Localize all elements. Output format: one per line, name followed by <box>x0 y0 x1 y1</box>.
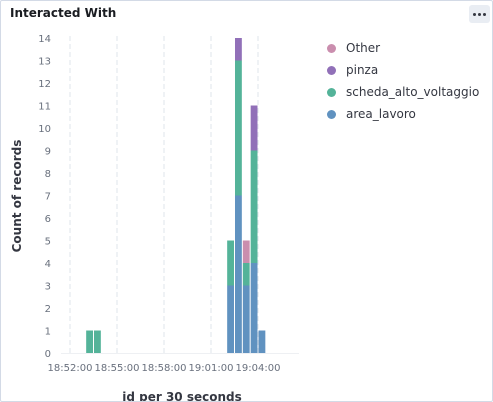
options-dot-icon <box>478 12 481 16</box>
y-tick-label: 8 <box>45 169 51 180</box>
y-tick-label: 12 <box>38 79 51 90</box>
legend-swatch-icon <box>327 109 336 119</box>
y-tick-label: 7 <box>45 192 51 203</box>
x-tick-label: 19:01:00 <box>189 363 234 374</box>
panel-options-button[interactable] <box>469 5 490 23</box>
bar-segment[interactable] <box>94 330 101 354</box>
legend-label: area_lavoro <box>346 107 416 121</box>
x-axis-title: id per 30 seconds <box>122 390 242 402</box>
legend-item[interactable]: Other <box>327 37 479 59</box>
y-tick-label: 14 <box>38 34 51 45</box>
bar-segment[interactable] <box>242 240 250 264</box>
chart-legend: Other pinza scheda_alto_voltaggio area_lavo… <box>327 37 479 125</box>
legend-item[interactable]: scheda_alto_voltaggio <box>327 81 479 103</box>
y-tick-label: 5 <box>45 237 51 248</box>
options-dot-icon <box>483 12 486 16</box>
legend-label: pinza <box>346 63 379 77</box>
bar-segment[interactable] <box>250 263 258 353</box>
y-tick-label: 13 <box>38 57 51 68</box>
y-tick-label: 11 <box>38 102 51 113</box>
bar-segment[interactable] <box>86 330 93 354</box>
y-tick-label: 0 <box>45 349 51 360</box>
x-tick-label: 19:04:00 <box>236 363 281 374</box>
options-dot-icon <box>473 12 476 16</box>
y-tick-label: 1 <box>45 327 51 338</box>
bar-segment[interactable] <box>227 240 234 286</box>
panel-title: Interacted With <box>10 6 117 20</box>
bar-segment[interactable] <box>250 105 258 151</box>
legend-label: Other <box>346 41 381 55</box>
bar-segment[interactable] <box>250 150 258 264</box>
y-axis-title: Count of records <box>10 139 24 253</box>
legend-item[interactable]: pinza <box>327 59 479 81</box>
y-tick-label: 3 <box>45 282 51 293</box>
legend-swatch-icon <box>327 87 336 97</box>
legend-item[interactable]: area_lavoro <box>327 103 479 125</box>
y-tick-label: 9 <box>45 147 51 158</box>
legend-label: scheda_alto_voltaggio <box>346 85 480 99</box>
x-tick-label: 18:58:00 <box>142 363 187 374</box>
x-tick-label: 18:52:00 <box>48 363 93 374</box>
bar-segment[interactable] <box>258 330 266 354</box>
y-tick-label: 6 <box>45 214 51 225</box>
legend-swatch-icon <box>327 65 336 75</box>
bar-segment[interactable] <box>242 285 250 354</box>
bar-segment[interactable] <box>242 263 250 286</box>
bar-segment[interactable] <box>235 60 242 196</box>
bar-segment[interactable] <box>235 195 242 354</box>
x-tick-label: 18:55:00 <box>95 363 140 374</box>
legend-swatch-icon <box>327 43 336 53</box>
y-tick-label: 10 <box>38 124 51 135</box>
bar-segment[interactable] <box>227 285 234 354</box>
bar-segment[interactable] <box>235 38 242 61</box>
y-tick-label: 2 <box>45 304 51 315</box>
y-tick-label: 4 <box>45 259 51 270</box>
